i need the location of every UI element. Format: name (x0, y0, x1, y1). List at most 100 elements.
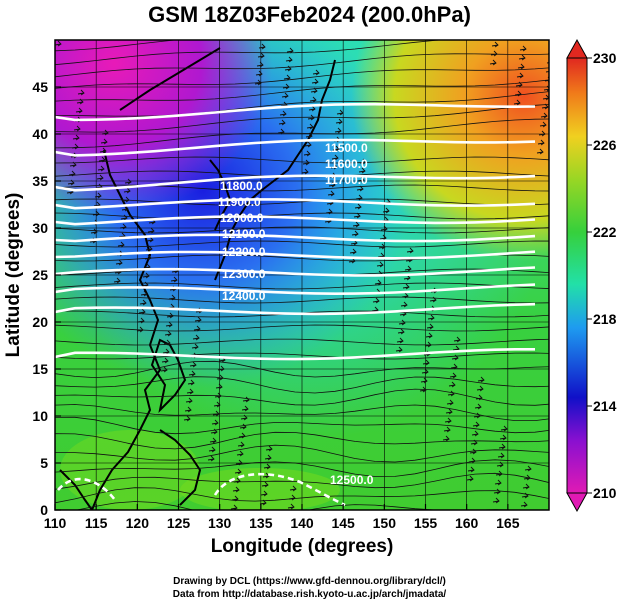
streamline (55, 226, 549, 234)
wind-arrow (92, 210, 100, 217)
wind-arrow (285, 56, 293, 63)
wind-arrow (145, 245, 153, 252)
x-tick-label: 165 (496, 515, 520, 531)
wind-arrow (241, 405, 249, 412)
wind-arrow (215, 383, 223, 390)
streamline (55, 40, 447, 66)
wind-arrow (493, 488, 501, 495)
wind-arrow (477, 376, 485, 383)
streamline (55, 156, 549, 164)
wind-arrow (356, 185, 364, 192)
contour-label: 12200.0 (222, 245, 266, 259)
x-tick-label: 125 (167, 515, 191, 531)
footer-credit-drawing: Drawing by DCL (https://www.gfd-dennou.o… (173, 576, 446, 587)
wind-arrow (495, 470, 503, 477)
streamline (55, 376, 549, 394)
streamline (55, 416, 549, 435)
wind-arrow (538, 130, 546, 137)
wind-arrow (445, 408, 453, 415)
wind-arrow (234, 468, 242, 475)
x-tick-label: 150 (373, 515, 397, 531)
wind-arrow (304, 141, 312, 148)
contour-line (55, 138, 536, 157)
wind-arrow (115, 259, 123, 266)
wind-arrow (536, 148, 544, 155)
contour-line (55, 348, 535, 361)
wind-arrow (192, 334, 200, 341)
wind-arrow (349, 248, 357, 255)
x-tick-label: 155 (414, 515, 438, 531)
wind-arrow (513, 99, 521, 106)
contour-line (55, 233, 536, 243)
contour-line (55, 198, 536, 210)
colorbar-tick-label: 222 (593, 224, 617, 240)
wind-arrow (146, 236, 154, 243)
wind-arrow (541, 103, 549, 110)
wind-arrow (90, 228, 98, 235)
wind-arrow (353, 212, 361, 219)
wind-arrow (147, 227, 155, 234)
wind-arrow (357, 176, 365, 183)
y-tick-label: 0 (40, 502, 48, 518)
wind-arrow (99, 147, 107, 154)
contour-line-dashed (57, 477, 117, 501)
streamline (55, 404, 549, 421)
x-tick-label: 145 (331, 515, 355, 531)
wind-arrow (113, 277, 121, 284)
contour-line (55, 215, 536, 226)
contour-label: 12000.0 (220, 211, 264, 225)
wind-arrow (212, 410, 220, 417)
wind-arrow (468, 457, 476, 464)
wind-arrow (122, 196, 130, 203)
wind-arrow (142, 272, 150, 279)
streamline (74, 501, 522, 510)
colorbar-tick-label: 218 (593, 311, 617, 327)
wind-arrow (123, 187, 131, 194)
x-tick-label: 135 (249, 515, 273, 531)
wind-arrow (401, 292, 409, 299)
wind-arrow (492, 497, 500, 504)
wind-arrow (520, 501, 528, 508)
wind-arrow (358, 167, 366, 174)
wind-arrow (263, 463, 271, 470)
wind-arrow (75, 107, 83, 114)
wind-arrow (121, 205, 129, 212)
wind-arrow (334, 127, 342, 134)
height-contours (55, 102, 536, 507)
wind-arrow (518, 54, 526, 61)
wind-arrow (490, 50, 498, 57)
y-tick-label: 45 (32, 79, 48, 95)
wind-arrow (351, 230, 359, 237)
wind-arrow (209, 437, 217, 444)
wind-arrow (119, 223, 127, 230)
colorbar-min-arrow (566, 492, 588, 513)
wind-arrow (380, 225, 388, 232)
wind-arrow (286, 47, 294, 54)
wind-arrow (194, 316, 202, 323)
wind-arrow (442, 435, 450, 442)
wind-arrow (289, 485, 297, 492)
wind-arrow (140, 290, 148, 297)
wind-arrow (539, 121, 547, 128)
wind-arrow (138, 308, 146, 315)
wind-arrow (451, 354, 459, 361)
wind-arrow (336, 109, 344, 116)
wind-arrow (98, 156, 106, 163)
streamline (55, 360, 549, 379)
wind-arrow (544, 76, 549, 83)
wind-arrow (537, 139, 545, 146)
contour-label: 11500.0 (325, 141, 368, 155)
wind-arrow (489, 59, 497, 66)
wind-arrow (521, 492, 529, 499)
wind-arrow (522, 483, 530, 490)
wind-arrow (301, 168, 309, 175)
wind-arrow (543, 85, 549, 92)
wind-arrow (396, 337, 404, 344)
contour-line (55, 302, 536, 316)
wind-arrow (540, 112, 548, 119)
colorbar-tick-label: 210 (593, 485, 617, 501)
wind-arrow (470, 439, 478, 446)
wind-arrow (216, 374, 224, 381)
wind-arrow (449, 372, 457, 379)
y-tick-label: 20 (32, 314, 48, 330)
